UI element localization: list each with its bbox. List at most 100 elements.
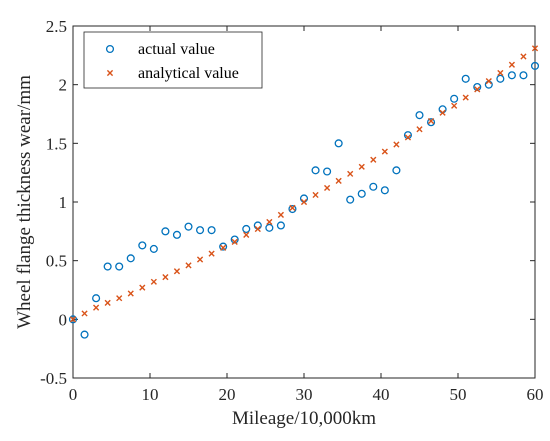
analytical-value-point <box>485 78 492 85</box>
actual-value-point <box>369 182 378 191</box>
actual-value-point <box>242 224 251 234</box>
x-marker-stroke <box>427 117 435 125</box>
x-marker-stroke <box>462 94 469 101</box>
analytical-value-point <box>185 262 192 269</box>
actual-value-point <box>403 131 413 140</box>
actual-value-point <box>450 94 459 103</box>
actual-value-point <box>334 139 343 148</box>
analytical-value-point <box>220 244 227 251</box>
legend-marker-glyph <box>105 44 115 54</box>
x-marker-stroke <box>106 69 114 77</box>
data-markers <box>68 45 540 339</box>
x-marker-stroke <box>416 126 423 133</box>
analytical-value-point <box>404 134 412 141</box>
actual-value-point <box>288 204 297 214</box>
analytical-value-point <box>416 126 423 133</box>
y-tick-label: 0.5 <box>46 252 67 271</box>
analytical-value-point <box>393 141 400 148</box>
actual-value-point <box>461 74 470 83</box>
actual-value-point <box>507 71 516 80</box>
analytical-value-point <box>531 45 539 52</box>
y-axis-label: Wheel flange thickness wear/mm <box>14 75 35 329</box>
x-marker-stroke <box>347 170 354 177</box>
x-tick-label: 20 <box>219 385 236 404</box>
analytical-value-point <box>462 94 469 101</box>
x-marker-stroke <box>116 295 123 302</box>
analytical-value-point <box>358 163 365 170</box>
x-tick-label: 40 <box>373 385 390 404</box>
actual-value-point <box>426 118 436 127</box>
legend-label-analytical-value: analytical value <box>138 65 239 82</box>
x-marker-stroke <box>254 225 261 233</box>
actual-value-point <box>219 242 228 251</box>
y-tick-label: -0.5 <box>40 369 67 388</box>
analytical-value-point <box>381 148 388 155</box>
analytical-value-point <box>173 268 181 275</box>
x-marker-stroke <box>196 256 204 263</box>
x-marker-stroke <box>497 69 504 77</box>
actual-value-point <box>323 167 332 176</box>
actual-value-point <box>276 221 285 230</box>
x-marker-stroke <box>243 231 250 238</box>
x-marker-stroke <box>300 198 308 206</box>
x-marker-stroke <box>485 78 492 85</box>
x-marker-stroke <box>474 86 481 93</box>
actual-value-point <box>357 189 366 198</box>
actual-value-point <box>115 262 124 271</box>
actual-value-point <box>80 330 89 339</box>
actual-value-point <box>380 186 389 195</box>
analytical-value-point <box>162 273 169 281</box>
analytical-value-point <box>508 61 515 68</box>
actual-value-point <box>496 74 505 83</box>
actual-value-point <box>149 244 158 253</box>
x-axis-label: Mileage/10,000km <box>232 408 376 429</box>
x-marker-stroke <box>104 299 111 307</box>
analytical-value-point <box>139 284 146 291</box>
analytical-value-point <box>127 290 134 297</box>
analytical-value-point <box>520 53 527 60</box>
x-marker-stroke <box>127 290 134 297</box>
legend-marker-glyph <box>106 69 114 77</box>
actual-value-point <box>92 294 101 303</box>
analytical-value-point <box>231 238 238 245</box>
analytical-value-point <box>427 117 435 125</box>
actual-value-point <box>473 82 482 92</box>
x-marker-stroke <box>185 262 192 269</box>
x-marker-stroke <box>520 53 527 60</box>
analytical-value-point <box>324 184 331 192</box>
analytical-value-point <box>266 218 273 226</box>
x-marker-stroke <box>451 102 458 109</box>
analytical-value-point <box>347 170 354 177</box>
x-marker-stroke <box>312 191 319 199</box>
analytical-value-point <box>116 295 123 302</box>
x-marker-stroke <box>220 244 227 251</box>
actual-value-point <box>392 166 401 175</box>
legend-box <box>83 31 263 89</box>
x-marker-stroke <box>370 156 377 163</box>
x-marker-stroke <box>81 310 88 317</box>
analytical-value-point <box>150 278 157 285</box>
legend-marker-actual-value <box>105 44 115 54</box>
x-marker-stroke <box>381 148 388 155</box>
actual-value-point <box>311 166 320 175</box>
actual-value-point <box>196 226 205 235</box>
analytical-value-point <box>312 191 319 199</box>
y-tick-label: 1.5 <box>46 134 67 153</box>
x-marker-stroke <box>324 184 331 192</box>
y-tick-label: 1 <box>59 193 68 212</box>
actual-value-point <box>207 226 216 235</box>
actual-value-point <box>519 71 528 80</box>
analytical-value-point <box>208 250 215 257</box>
x-marker-stroke <box>150 278 157 285</box>
analytical-value-point <box>370 156 377 163</box>
analytical-value-point <box>474 86 481 93</box>
x-marker-stroke <box>335 177 342 184</box>
analytical-value-point <box>335 177 342 184</box>
actual-value-point <box>265 223 274 232</box>
legend-marker-analytical-value <box>106 69 114 77</box>
actual-value-point <box>346 195 355 204</box>
analytical-value-point <box>69 316 77 323</box>
legend-label-actual-value: actual value <box>138 41 215 58</box>
analytical-value-point <box>439 109 446 116</box>
